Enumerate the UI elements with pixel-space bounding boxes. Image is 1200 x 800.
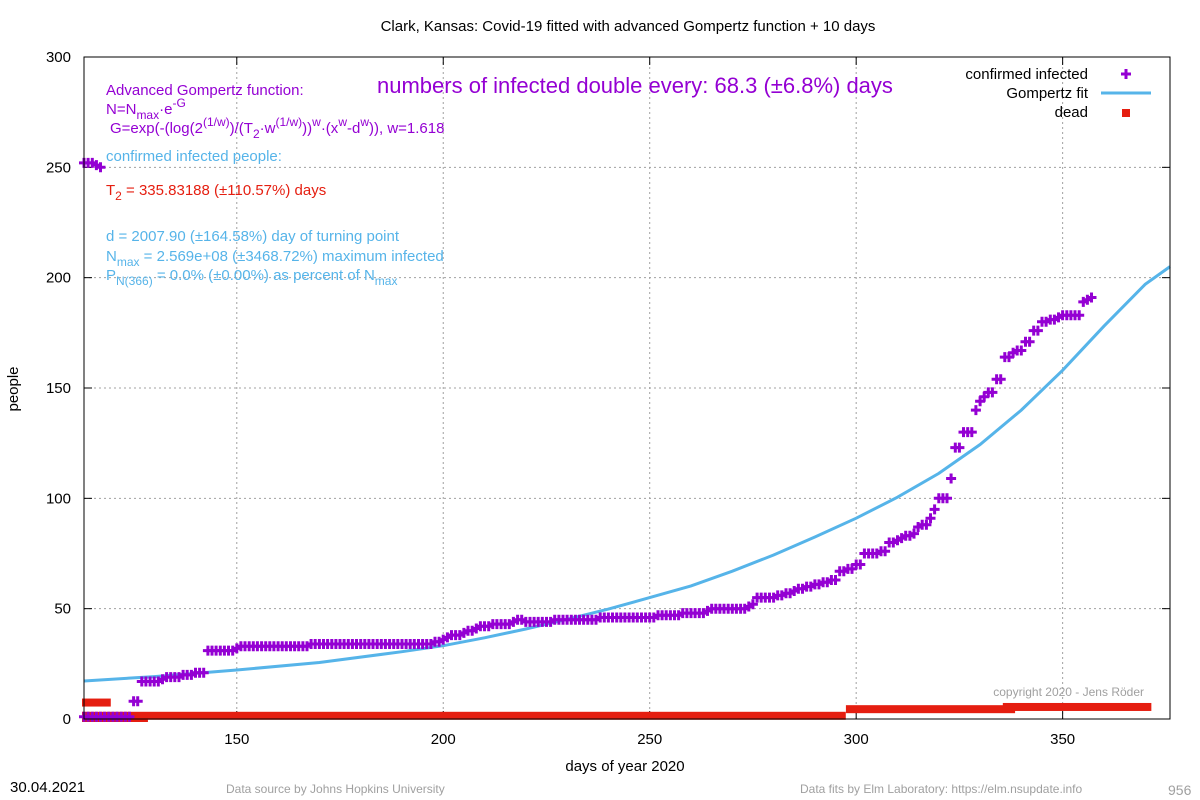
t2-value: T2 = 335.83188 (±110.57%) days: [106, 182, 326, 203]
dead-marker: [845, 705, 1016, 714]
footer-data-source: Data source by Johns Hopkins University: [226, 782, 445, 796]
confirmed-point: [855, 559, 866, 570]
nmax-value: Nmax = 2.569e+08 (±3468.72%) maximum inf…: [106, 248, 444, 269]
confirmed-point: [1086, 292, 1097, 303]
legend-confirmed-marker: [1121, 69, 1131, 79]
footer-date: 30.04.2021: [10, 779, 86, 796]
confirmed-point: [921, 519, 932, 530]
legend: confirmed infected Gompertz fit dead: [965, 66, 1151, 121]
legend-dead-marker: [1122, 109, 1130, 117]
dead-marker: [82, 711, 846, 720]
confirmed-point: [747, 599, 758, 610]
grid-lines: [84, 57, 1170, 719]
formula-title: Advanced Gompertz function:: [106, 82, 304, 99]
legend-dead-label: dead: [1055, 104, 1088, 121]
x-tick-label: 250: [637, 731, 662, 748]
confirmed-infected-series: [79, 157, 1097, 722]
confirmed-point: [942, 493, 952, 504]
confirmed-point: [909, 528, 919, 539]
confirmed-point: [830, 575, 841, 585]
confirmed-point: [970, 405, 981, 416]
y-tick-label: 150: [46, 380, 71, 397]
legend-confirmed-label: confirmed infected: [965, 66, 1088, 83]
confirmed-point: [1074, 310, 1085, 321]
y-tick-label: 300: [46, 49, 71, 66]
x-tick-label: 200: [431, 731, 456, 748]
y-tick-label: 50: [54, 601, 71, 618]
chart-title: Clark, Kansas: Covid-19 fitted with adva…: [381, 18, 876, 35]
y-tick-label: 100: [46, 490, 71, 507]
formula-g-line: G=exp(-(log(2(1/w))/(T2·w(1/w)))w·(xw-dw…: [110, 115, 444, 141]
confirmed-point: [995, 374, 1006, 385]
confirmed-point: [1032, 325, 1043, 336]
confirmed-point: [987, 387, 998, 398]
gompertz-fit-line: [83, 265, 1171, 683]
turning-point-value: d = 2007.90 (±164.58%) day of turning po…: [106, 228, 400, 245]
confirmed-infected-people-label: confirmed infected people:: [106, 148, 282, 165]
x-tick-label: 150: [224, 731, 249, 748]
footer-page-number: 956: [1168, 782, 1192, 798]
confirmed-point: [966, 427, 977, 438]
y-tick-label: 250: [46, 159, 71, 176]
dead-marker: [1002, 702, 1152, 711]
doubling-time-annotation: numbers of infected double every: 68.3 (…: [377, 73, 893, 98]
dead-series: [82, 698, 1152, 722]
confirmed-point: [880, 546, 891, 557]
confirmed-point: [198, 667, 209, 678]
copyright-note: copyright 2020 - Jens Röder: [993, 685, 1144, 699]
footer-data-fits: Data fits by Elm Laboratory: https://elm…: [800, 782, 1083, 796]
confirmed-point: [1016, 345, 1027, 356]
confirmed-point: [925, 513, 936, 524]
legend-fit-label: Gompertz fit: [1006, 85, 1089, 102]
dead-marker: [82, 698, 111, 707]
confirmed-point: [124, 711, 135, 722]
x-axis-label: days of year 2020: [565, 758, 684, 775]
confirmed-point: [132, 696, 143, 707]
y-axis-label: people: [5, 366, 22, 411]
confirmed-point: [1024, 336, 1035, 347]
confirmed-point: [929, 504, 940, 515]
plot-frame: [83, 56, 1171, 720]
x-tick-label: 350: [1050, 731, 1075, 748]
y-tick-label: 0: [63, 711, 71, 728]
confirmed-point: [946, 473, 957, 484]
y-tick-label: 200: [46, 270, 71, 287]
formula-n-line: N=Nmax·e-G: [106, 96, 186, 122]
fit-parameters: confirmed infected people: T2 = 335.8318…: [106, 148, 444, 288]
x-tick-label: 300: [844, 731, 869, 748]
percent-value: PN(366) = 0.0% (±0.00%) as percent of Nm…: [106, 267, 397, 288]
confirmed-point: [95, 162, 106, 173]
confirmed-point: [954, 442, 965, 453]
formula-annotation: Advanced Gompertz function: N=Nmax·e-G G…: [106, 82, 444, 141]
